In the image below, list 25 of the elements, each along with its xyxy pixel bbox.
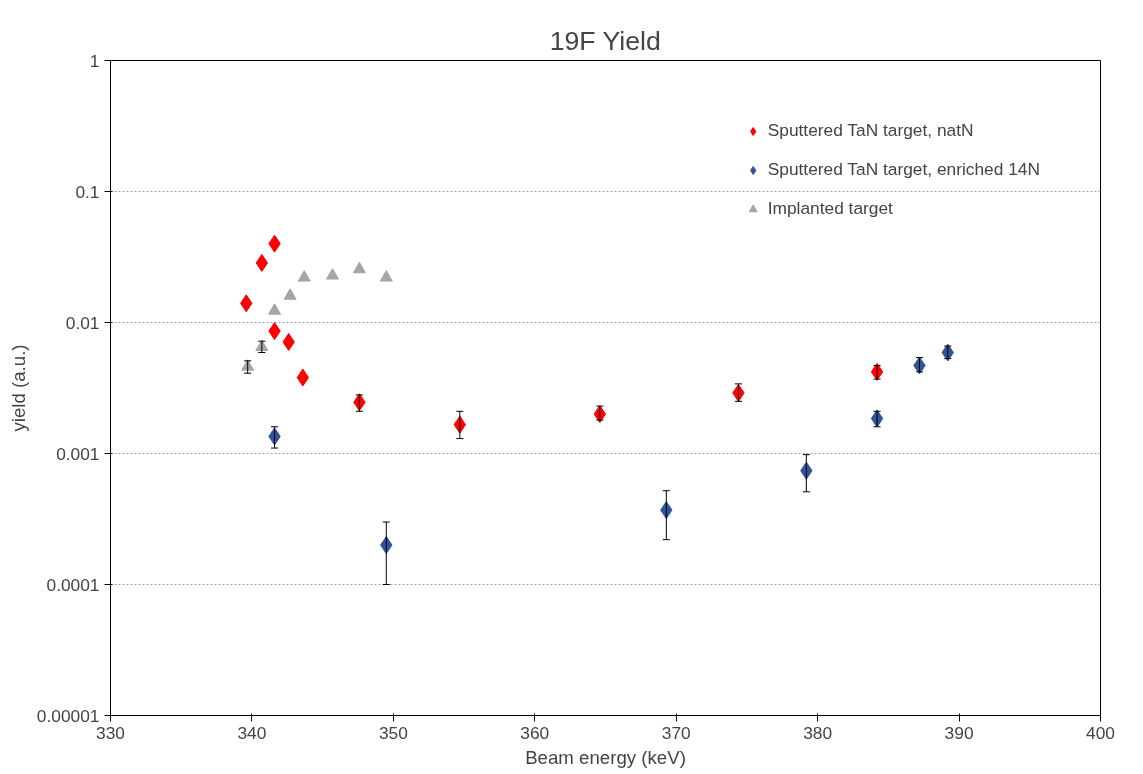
x-tick-label: 370 xyxy=(661,722,691,743)
chart-title: 19F Yield xyxy=(549,25,661,56)
y-tick-label: 0.0001 xyxy=(46,574,100,595)
x-axis-title: Beam energy (keV) xyxy=(525,746,686,768)
point xyxy=(297,270,311,282)
x-tick-label: 400 xyxy=(1086,722,1115,743)
y-tick-label: 0.1 xyxy=(75,181,100,202)
point xyxy=(283,288,297,300)
x-tick-label: 380 xyxy=(803,722,833,743)
y-tick-label: 1 xyxy=(89,50,100,71)
x-tick-label: 340 xyxy=(237,722,267,743)
x-tick-label: 390 xyxy=(944,722,974,743)
point xyxy=(352,261,366,274)
point xyxy=(379,270,393,282)
y-tick-label: 0.01 xyxy=(65,312,100,333)
point xyxy=(326,268,340,280)
point xyxy=(268,303,282,315)
x-tick-label: 360 xyxy=(520,722,550,743)
point xyxy=(296,368,310,387)
x-tick-label: 350 xyxy=(378,722,408,743)
legend-label: Sputtered TaN target, natN xyxy=(767,120,974,141)
y-axis-title: yield (a.u.) xyxy=(7,344,29,432)
legend-label: Implanted target xyxy=(767,198,893,219)
y-tick-label: 0.001 xyxy=(56,443,100,464)
legend-label: Sputtered TaN target, enriched 14N xyxy=(767,159,1040,180)
